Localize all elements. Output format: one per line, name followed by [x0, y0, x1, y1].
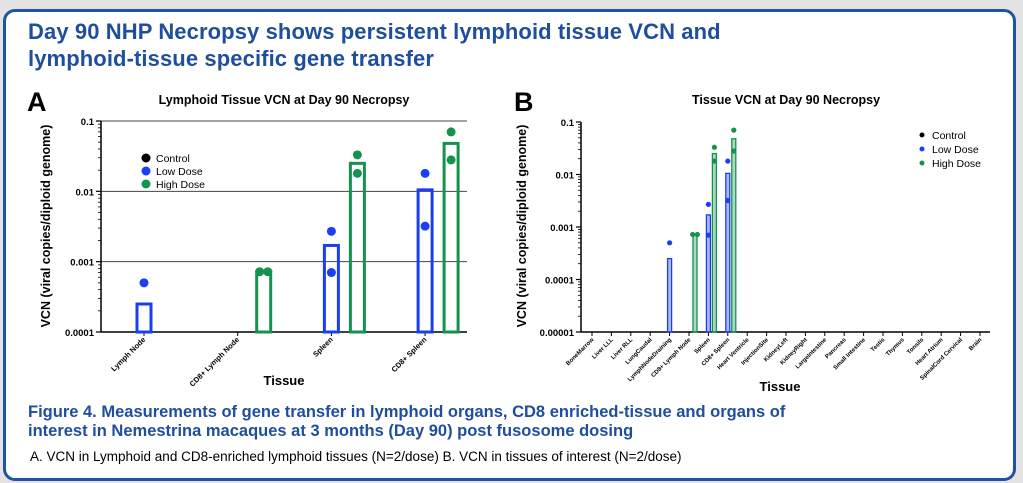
panel-b-y-tick-label: 0.001	[550, 223, 574, 234]
panel-a-chart-title: Lymphoid Tissue VCN at Day 90 Necropsy	[159, 93, 410, 107]
panel-label-a: A	[27, 87, 47, 117]
panel-a-y-tick-label: 0.001	[70, 258, 94, 269]
headline: Day 90 NHP Necropsy shows persistent lym…	[28, 18, 988, 72]
panel-label-b: B	[514, 87, 534, 117]
panel-b-legend-marker	[919, 160, 925, 166]
panel-a-legend-label: Control	[156, 153, 190, 165]
panel-a-data-point-low-dose	[326, 226, 336, 236]
panel-a-y-axis-label: VCN (viral copies/diploid genome)	[39, 125, 53, 328]
panel-a-data-point-low-dose	[139, 278, 149, 288]
poster-frame	[3, 9, 1016, 481]
panel-a-x-axis-label: Tissue	[264, 373, 305, 388]
panel-b-bar-low-dose	[705, 214, 712, 333]
panel-b-data-point-high-dose	[694, 231, 700, 238]
panel-a-legend-marker	[141, 179, 151, 189]
panel-b-y-tick-label: 0.00001	[540, 328, 575, 339]
panel-b-x-tick-label: CD8+ Lymph Node	[650, 337, 692, 379]
panel-b-x-axis-label: Tissue	[760, 379, 801, 394]
panel-b-x-tick-label: BoneMarrow	[565, 337, 595, 367]
panel-b-legend-label: Low Dose	[932, 144, 979, 156]
panel-a-legend-label: High Dose	[156, 179, 205, 191]
panel-b-bar-high-dose	[711, 152, 718, 333]
panel-b-legend-label: High Dose	[932, 158, 981, 170]
panel-a-data-point-low-dose	[420, 221, 430, 231]
panel-a-legend-marker	[141, 153, 151, 163]
caption-title-line-1: Figure 4. Measurements of gene transfer …	[28, 403, 786, 421]
panel-a-x-tick-label: Spleen	[311, 335, 335, 359]
panel-b-bar-high-dose	[731, 138, 737, 333]
panel-b-bar-low-dose	[725, 172, 731, 333]
panel-b-x-tick-label: Thymus	[885, 337, 906, 358]
panel-b-data-point-high-dose	[731, 127, 737, 133]
panel-a-data-point-high-dose	[446, 127, 456, 137]
panel-b-y-tick-label: 0.01	[556, 171, 575, 182]
panel-a-data-point-high-dose	[352, 168, 362, 178]
panel-a-data-point-high-dose	[352, 150, 362, 160]
panel-b-data-point-low-dose	[725, 197, 731, 204]
panel-b-data-point-low-dose	[725, 158, 731, 164]
panel-b-data-point-low-dose	[705, 232, 712, 238]
panel-b-chart-title: Tissue VCN at Day 90 Necropsy	[692, 93, 880, 107]
panel-b-y-tick-label: 0.1	[561, 118, 575, 129]
panel-b-x-tick-label: Brain	[968, 337, 983, 352]
panel-b-x-tick-label: Tonsils	[906, 337, 925, 356]
panel-b-data-point-low-dose	[705, 201, 712, 207]
panel-a-x-tick-label: CD8+ Lymph Node	[188, 335, 241, 388]
panel-a-bar-low-dose	[322, 243, 340, 334]
caption-title-line-2: interest in Nemestrina macaques at 3 mon…	[28, 422, 634, 440]
panel-a-data-point-low-dose	[420, 168, 430, 178]
panel-b-bar-high-dose	[692, 233, 698, 333]
panel-b-data-point-high-dose	[711, 158, 718, 164]
panel-a-legend-marker	[141, 166, 151, 176]
panel-b-y-axis-label: VCN (viral copies/diploid genome)	[515, 125, 529, 328]
panel-b-data-point-high-dose	[731, 148, 737, 154]
panel-a-data-point-low-dose	[326, 268, 336, 278]
panel-b-x-tick-label: Testis	[870, 337, 887, 354]
panel-b-data-point-low-dose	[667, 240, 673, 246]
panel-a-bar-low-dose	[135, 302, 153, 334]
figure-caption-subtitle: A. VCN in Lymphoid and CD8-enriched lymp…	[30, 449, 682, 464]
panel-b-legend-marker	[919, 146, 925, 152]
panel-a-x-tick-label: Lymph Node	[109, 335, 147, 373]
headline-line-1: Day 90 NHP Necropsy shows persistent lym…	[28, 19, 721, 44]
panel-a-bar-high-dose	[348, 161, 366, 334]
panel-a-y-tick-label: 0.01	[76, 187, 95, 198]
panel-b-x-tick-label: Spleen	[694, 337, 712, 355]
panel-b-data-point-high-dose	[711, 144, 718, 150]
panel-a-data-point-high-dose	[263, 267, 273, 277]
panel-a-bar-high-dose	[442, 141, 460, 334]
panel-b-legend-marker	[919, 132, 925, 138]
panel-b-data-point-high-dose	[690, 231, 696, 238]
panel-b-legend-label: Control	[932, 130, 966, 142]
panel-a-bar-low-dose	[416, 188, 434, 334]
panel-b-bar-low-dose	[666, 257, 673, 333]
panel-b-y-tick-label: 0.0001	[545, 276, 575, 287]
panel-a-x-tick-label: CD8+ Spleen	[390, 335, 429, 374]
headline-line-2: lymphoid-tissue specific gene transfer	[28, 46, 435, 71]
panel-a-y-tick-label: 0.1	[81, 117, 95, 128]
panel-a-data-point-high-dose	[255, 267, 265, 277]
panel-a-bar-high-dose	[255, 270, 273, 334]
panel-a-legend-label: Low Dose	[156, 166, 203, 178]
panel-a-y-tick-label: 0.0001	[65, 328, 95, 339]
figure-caption-title: Figure 4. Measurements of gene transfer …	[28, 403, 998, 441]
panel-a-data-point-high-dose	[446, 155, 456, 165]
